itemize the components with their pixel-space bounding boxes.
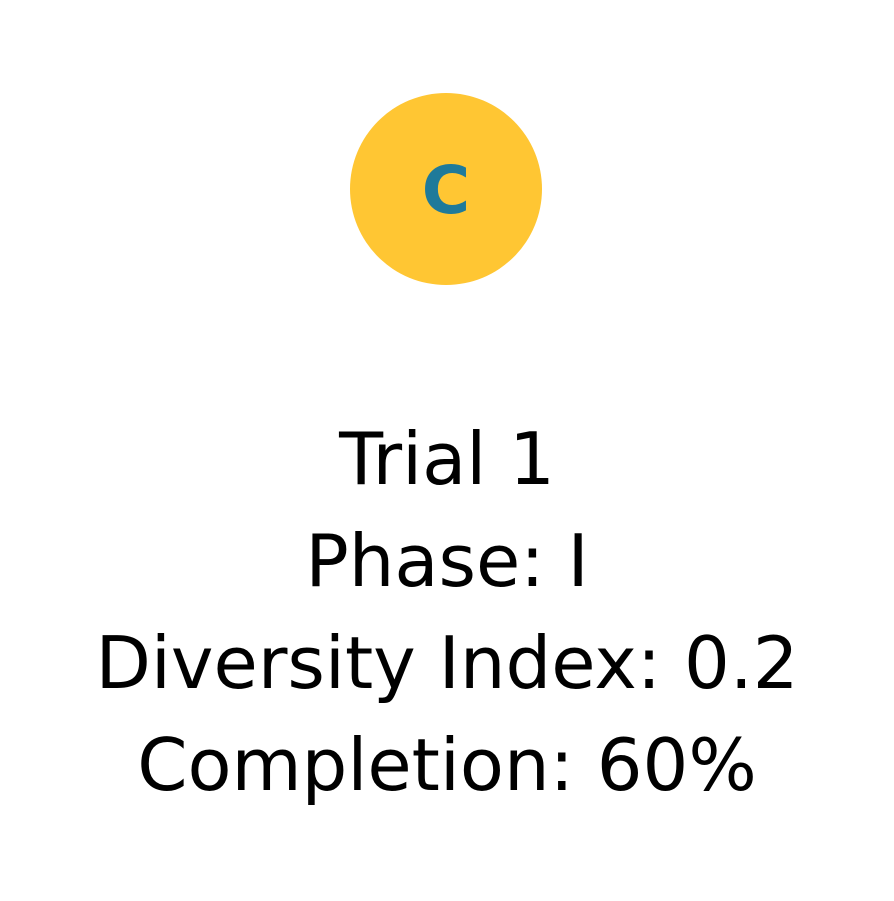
diversity-index-label: Diversity Index: 0.2 bbox=[95, 621, 799, 705]
trial-title: Trial 1 bbox=[339, 417, 555, 501]
badge-circle: C bbox=[350, 93, 542, 285]
completion-label: Completion: 60% bbox=[137, 723, 757, 807]
info-block: Trial 1 Phase: I Diversity Index: 0.2 Co… bbox=[0, 408, 894, 816]
badge-letter: C bbox=[421, 152, 471, 229]
phase-label: Phase: I bbox=[305, 519, 589, 603]
